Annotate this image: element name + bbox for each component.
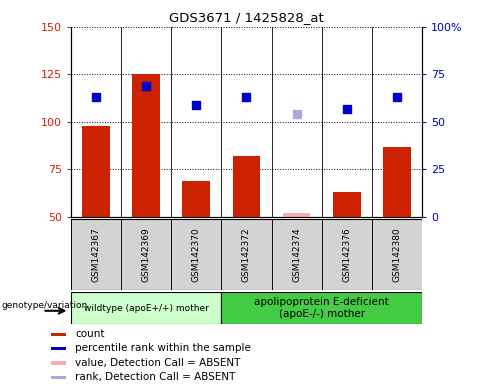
Bar bbox=[322, 219, 372, 290]
Bar bbox=[71, 219, 121, 290]
Text: GSM142370: GSM142370 bbox=[192, 227, 201, 282]
Text: value, Detection Call = ABSENT: value, Detection Call = ABSENT bbox=[75, 358, 240, 368]
Bar bbox=[132, 74, 160, 217]
Text: GSM142374: GSM142374 bbox=[292, 227, 301, 282]
Text: count: count bbox=[75, 329, 104, 339]
Bar bbox=[51, 347, 66, 350]
Text: GSM142367: GSM142367 bbox=[91, 227, 101, 282]
Title: GDS3671 / 1425828_at: GDS3671 / 1425828_at bbox=[169, 11, 324, 24]
Bar bbox=[383, 147, 411, 217]
Bar bbox=[51, 333, 66, 336]
Text: GSM142380: GSM142380 bbox=[392, 227, 402, 282]
Text: apolipoprotein E-deficient
(apoE-/-) mother: apolipoprotein E-deficient (apoE-/-) mot… bbox=[254, 297, 389, 319]
Bar bbox=[222, 219, 271, 290]
Text: GSM142369: GSM142369 bbox=[142, 227, 151, 282]
Text: percentile rank within the sample: percentile rank within the sample bbox=[75, 343, 251, 354]
Bar bbox=[183, 181, 210, 217]
Bar bbox=[283, 213, 310, 217]
Bar bbox=[71, 292, 222, 324]
Text: GSM142376: GSM142376 bbox=[342, 227, 351, 282]
Text: wildtype (apoE+/+) mother: wildtype (apoE+/+) mother bbox=[83, 304, 208, 313]
Bar bbox=[82, 126, 110, 217]
Bar bbox=[233, 156, 260, 217]
Bar bbox=[222, 292, 422, 324]
Bar bbox=[51, 376, 66, 379]
Text: rank, Detection Call = ABSENT: rank, Detection Call = ABSENT bbox=[75, 372, 235, 382]
Bar bbox=[271, 219, 322, 290]
Bar bbox=[121, 219, 171, 290]
Bar bbox=[171, 219, 222, 290]
Text: GSM142372: GSM142372 bbox=[242, 227, 251, 282]
Bar bbox=[51, 361, 66, 364]
Bar bbox=[333, 192, 361, 217]
Text: genotype/variation: genotype/variation bbox=[1, 301, 88, 310]
Bar bbox=[372, 219, 422, 290]
